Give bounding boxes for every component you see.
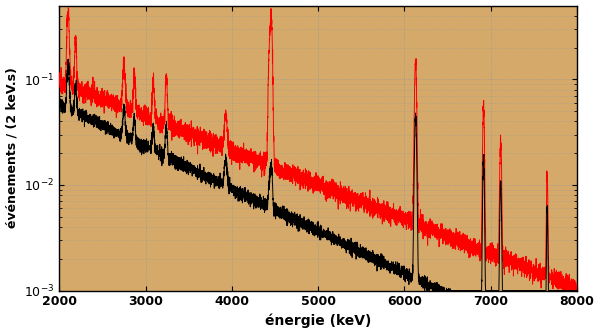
X-axis label: énergie (keV): énergie (keV) xyxy=(265,314,371,328)
Y-axis label: événements / (2 keV.s): événements / (2 keV.s) xyxy=(5,67,19,228)
